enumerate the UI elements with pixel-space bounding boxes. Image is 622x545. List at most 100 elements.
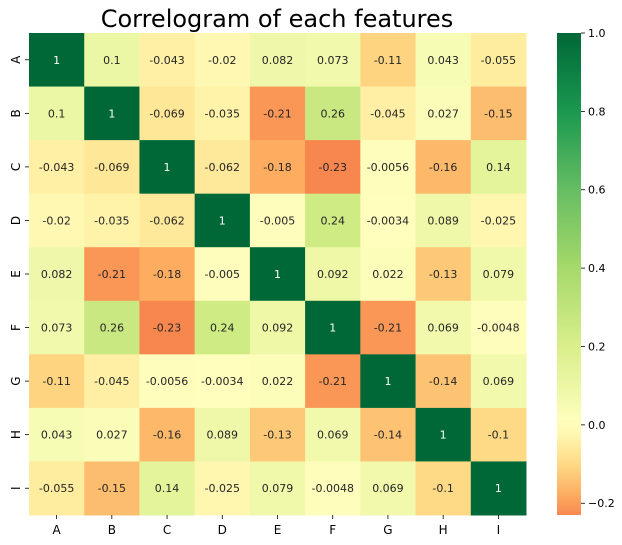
cell-value-label: -0.18 [263, 161, 291, 174]
cell-value-label: 0.089 [207, 429, 239, 442]
heatmap-cell [415, 461, 472, 516]
cell-value-label: 0.022 [262, 375, 294, 388]
cell-value-label: -0.043 [39, 161, 74, 174]
cell-value-label: 0.043 [427, 54, 459, 67]
cell-value-label: -0.062 [149, 214, 184, 227]
y-tick-label: D [9, 216, 23, 225]
heatmap-cell [470, 247, 527, 302]
heatmap-cell [139, 300, 196, 355]
cell-value-label: -0.13 [263, 429, 291, 442]
heatmap-cell [29, 461, 85, 516]
cell-value-label: 1 [440, 429, 447, 442]
heatmap-cell [249, 33, 306, 88]
heatmap-cell [360, 193, 417, 248]
cell-value-label: 0.092 [317, 268, 349, 281]
cell-value-label: 0.26 [100, 322, 125, 335]
heatmap-cell [139, 33, 196, 88]
cell-value-label: -0.15 [98, 482, 126, 495]
heatmap-cell [194, 86, 251, 141]
heatmap-cell [84, 86, 140, 141]
cell-value-label: -0.025 [481, 214, 516, 227]
colorbar-tick-label: −0.2 [588, 497, 615, 510]
x-tick-label: E [274, 523, 282, 537]
heatmap-cell [415, 86, 472, 141]
cell-value-label: -0.14 [374, 429, 402, 442]
cell-value-label: -0.23 [153, 322, 181, 335]
cell-value-label: 0.022 [372, 268, 404, 281]
cell-value-label: -0.16 [429, 161, 457, 174]
cell-value-label: -0.23 [318, 161, 346, 174]
heatmap-cells: 1 0.1 -0.043 -0.02 0.082 0.073 -0.11 0.043 -0.05… [29, 33, 527, 516]
heatmap-cell [139, 86, 196, 141]
cell-value-label: -0.18 [153, 268, 181, 281]
heatmap-cell [29, 140, 85, 195]
cell-value-label: -0.005 [260, 214, 295, 227]
cell-value-label: 1 [164, 161, 171, 174]
cell-value-label: 1 [108, 107, 115, 120]
cell-value-label: 0.24 [210, 322, 235, 335]
cell-value-label: -0.043 [149, 54, 184, 67]
cell-value-label: 1 [274, 268, 281, 281]
colorbar-tick-label: 0.4 [588, 262, 606, 275]
heatmap-cell [470, 86, 527, 141]
cell-value-label: -0.21 [318, 375, 346, 388]
cell-value-label: -0.0048 [477, 322, 519, 335]
heatmap-cell [305, 247, 361, 302]
cell-value-label: -0.21 [263, 107, 291, 120]
heatmap-cell [470, 354, 527, 409]
heatmap-cell [360, 140, 417, 195]
cell-value-label: -0.0034 [367, 214, 409, 227]
y-tick-label: H [9, 430, 23, 439]
heatmap-cell [305, 354, 361, 409]
heatmap-cell [470, 300, 527, 355]
heatmap-cell [84, 193, 140, 248]
heatmap-cell [29, 407, 85, 462]
heatmap-cell [194, 33, 251, 88]
colorbar-tick-label: 0.6 [588, 184, 606, 197]
y-tick-label: F [9, 324, 23, 331]
y-axis-ticks: A B C D E F G H I [9, 55, 29, 490]
cell-value-label: -0.11 [374, 54, 402, 67]
heatmap-cell [415, 354, 472, 409]
heatmap-cell [194, 461, 251, 516]
heatmap-cell [194, 140, 251, 195]
cell-value-label: 0.24 [320, 214, 345, 227]
heatmap-cell [84, 461, 140, 516]
cell-value-label: -0.055 [39, 482, 74, 495]
cell-value-label: 0.1 [103, 54, 121, 67]
heatmap-cell [305, 300, 361, 355]
cell-value-label: 0.079 [262, 482, 294, 495]
heatmap-cell [305, 140, 361, 195]
cell-value-label: -0.025 [205, 482, 240, 495]
heatmap-cell [470, 140, 527, 195]
y-tick-label: C [9, 163, 23, 171]
chart-title: Correlogram of each features [101, 5, 454, 33]
heatmap-cell [415, 247, 472, 302]
heatmap-cell [194, 247, 251, 302]
x-tick-label: C [163, 523, 171, 537]
heatmap-cell [139, 247, 196, 302]
heatmap-cell [415, 33, 472, 88]
heatmap-cell [84, 140, 140, 195]
cell-value-label: 0.027 [427, 107, 459, 120]
heatmap-cell [470, 461, 527, 516]
cell-value-label: -0.069 [149, 107, 184, 120]
cell-value-label: 0.082 [262, 54, 294, 67]
heatmap-cell [29, 247, 85, 302]
cell-value-label: -0.055 [481, 54, 516, 67]
heatmap-cell [249, 300, 306, 355]
heatmap-cell [194, 354, 251, 409]
cell-value-label: -0.0056 [146, 375, 188, 388]
heatmap-cell [29, 300, 85, 355]
heatmap-cell [305, 461, 361, 516]
cell-value-label: 0.092 [262, 322, 294, 335]
heatmap-cell [29, 193, 85, 248]
y-tick-label: G [9, 376, 23, 385]
heatmap-cell [249, 461, 306, 516]
cell-value-label: 0.082 [41, 268, 73, 281]
x-tick-label: H [439, 523, 448, 537]
heatmap-cell [470, 407, 527, 462]
cell-value-label: 0.073 [317, 54, 349, 67]
colorbar: −0.2 0.0 0.2 0.4 0.6 0.8 1.0 [557, 27, 615, 515]
cell-value-label: 0.069 [427, 322, 459, 335]
